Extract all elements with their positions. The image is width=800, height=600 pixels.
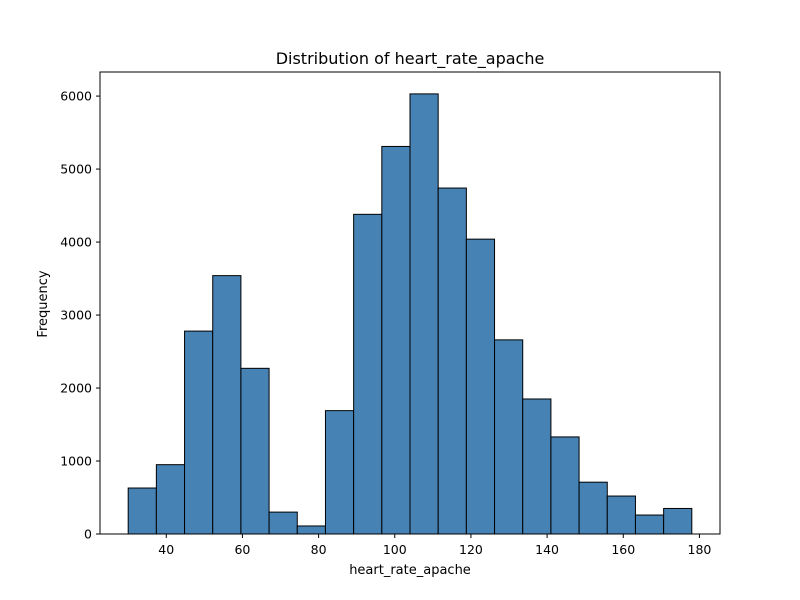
x-tick-label: 120 [459, 542, 483, 557]
y-tick-label: 5000 [60, 162, 92, 177]
y-tick-label: 1000 [60, 454, 92, 469]
x-tick-label: 40 [158, 542, 174, 557]
x-axis-label: heart_rate_apache [349, 563, 471, 578]
histogram-bar [409, 93, 439, 535]
x-axis-ticks: 40 60 80 100 120 140 160 180 [158, 534, 711, 557]
histogram-bar [437, 187, 467, 535]
histogram-bar [324, 410, 355, 535]
histogram-bar [240, 367, 270, 535]
histogram-bar [212, 275, 242, 535]
histogram-bar [550, 436, 580, 535]
histogram-bar [381, 145, 411, 535]
histogram-bar [127, 487, 157, 535]
histogram-bar [268, 511, 298, 535]
y-tick-label: 3000 [60, 308, 92, 323]
bars-group [127, 93, 693, 535]
histogram-bar [296, 525, 326, 535]
x-tick-label: 60 [234, 542, 250, 557]
y-tick-label: 0 [84, 527, 92, 542]
histogram-bar [634, 514, 665, 535]
y-tick-label: 2000 [60, 381, 92, 396]
histogram-bar [353, 213, 383, 535]
y-tick-label: 6000 [60, 89, 92, 104]
histogram-bar [663, 507, 693, 535]
chart-title: Distribution of heart_rate_apache [276, 49, 545, 69]
x-tick-label: 100 [383, 542, 407, 557]
histogram-bar [494, 339, 524, 535]
histogram-bar [155, 464, 186, 535]
histogram-bar [578, 481, 608, 535]
x-tick-label: 160 [611, 542, 635, 557]
y-axis-ticks: 0 1000 2000 3000 4000 5000 6000 [60, 89, 100, 542]
histogram-bar [522, 398, 552, 535]
histogram-bar [606, 495, 636, 535]
plot-area-frame [99, 71, 721, 535]
x-tick-label: 80 [311, 542, 327, 557]
y-axis-label: Frequency [36, 270, 51, 337]
histogram-bar [184, 330, 214, 535]
x-tick-label: 180 [688, 542, 712, 557]
x-tick-label: 140 [535, 542, 559, 557]
histogram-bar [465, 238, 496, 535]
y-tick-label: 4000 [60, 235, 92, 250]
